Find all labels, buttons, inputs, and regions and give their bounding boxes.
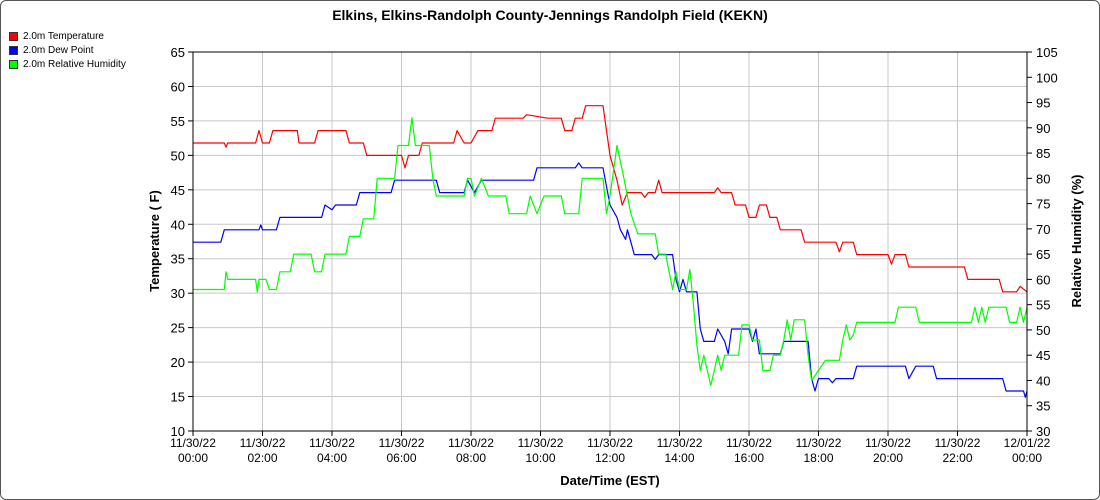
legend-label-relative-humidity: 2.0m Relative Humidity xyxy=(23,58,126,70)
y2-tick-label: 60 xyxy=(1036,272,1050,287)
x-tick-date: 11/30/22 xyxy=(935,436,981,450)
x-tick-date: 11/30/22 xyxy=(726,436,772,450)
y2-tick-label: 35 xyxy=(1036,399,1050,414)
x-tick-time: 04:00 xyxy=(317,451,347,465)
y2-axis-label: Relative Humidity (%) xyxy=(1069,175,1084,308)
y-tick-label: 15 xyxy=(171,390,185,405)
legend-swatch-relative-humidity xyxy=(9,59,18,69)
x-tick-time: 18:00 xyxy=(803,451,833,465)
y-tick-label: 10 xyxy=(171,424,185,439)
y2-tick-label: 75 xyxy=(1036,197,1050,212)
y2-tick-label: 90 xyxy=(1036,121,1050,136)
x-tick-time: 12:00 xyxy=(595,451,625,465)
x-tick-time: 16:00 xyxy=(734,451,764,465)
legend-label-dew-point: 2.0m Dew Point xyxy=(23,44,94,56)
x-tick-date: 11/30/22 xyxy=(170,436,216,450)
y-tick-label: 45 xyxy=(171,183,185,198)
series-group xyxy=(193,105,1028,398)
x-tick-date: 11/30/22 xyxy=(309,436,355,450)
legend-item-temperature: 2.0m Temperature xyxy=(9,29,126,43)
y2-tick-label: 65 xyxy=(1036,247,1050,262)
legend-item-relative-humidity: 2.0m Relative Humidity xyxy=(9,57,126,71)
series-line-2-0m-relative-humidity xyxy=(193,117,1028,387)
y2-tick-label: 95 xyxy=(1036,96,1050,111)
x-tick-time: 00:00 xyxy=(178,451,208,465)
y2-tick-label: 45 xyxy=(1036,348,1050,363)
y-tick-label: 50 xyxy=(171,148,185,163)
x-tick-time: 22:00 xyxy=(942,451,972,465)
y2-tick-label: 40 xyxy=(1036,373,1050,388)
x-axis-label: Date/Time (EST) xyxy=(560,473,659,488)
legend: 2.0m Temperature 2.0m Dew Point 2.0m Rel… xyxy=(9,29,126,71)
x-tick-date: 11/30/22 xyxy=(240,436,286,450)
x-tick-date: 11/30/22 xyxy=(796,436,842,450)
legend-label-temperature: 2.0m Temperature xyxy=(23,30,104,42)
y2-tick-label: 70 xyxy=(1036,222,1050,237)
y2-tick-label: 80 xyxy=(1036,171,1050,186)
y-tick-label: 20 xyxy=(171,355,185,370)
x-tick-time: 20:00 xyxy=(873,451,903,465)
x-tick-date: 12/01/22 xyxy=(1004,436,1051,450)
x-tick-date: 11/30/22 xyxy=(379,436,425,450)
y-tick-label: 30 xyxy=(171,286,185,301)
y2-tick-label: 55 xyxy=(1036,298,1050,313)
ticks: 10 15 20 25 30 35 40 45 50 55 60 65 30 35 40 45 50 55 60 65… xyxy=(170,45,1058,465)
x-tick-time: 06:00 xyxy=(386,451,416,465)
x-tick-time: 00:00 xyxy=(1012,451,1042,465)
y-tick-label: 35 xyxy=(171,252,185,267)
x-tick-date: 11/30/22 xyxy=(657,436,703,450)
y2-tick-label: 85 xyxy=(1036,146,1050,161)
x-tick-date: 11/30/22 xyxy=(448,436,494,450)
y2-tick-label: 30 xyxy=(1036,424,1050,439)
x-tick-date: 11/30/22 xyxy=(865,436,911,450)
y2-tick-label: 100 xyxy=(1036,70,1058,85)
y-tick-label: 65 xyxy=(171,45,185,60)
y-tick-label: 40 xyxy=(171,217,185,232)
y-tick-label: 60 xyxy=(171,79,185,94)
y2-tick-label: 50 xyxy=(1036,323,1050,338)
x-tick-time: 08:00 xyxy=(456,451,486,465)
y-axis-label: Temperature ( F) xyxy=(147,190,162,292)
grid xyxy=(192,51,1028,432)
x-tick-time: 14:00 xyxy=(664,451,694,465)
series-line-2-0m-dew-point xyxy=(193,162,1028,398)
legend-item-dew-point: 2.0m Dew Point xyxy=(9,43,126,57)
x-tick-time: 02:00 xyxy=(247,451,277,465)
x-tick-date: 11/30/22 xyxy=(587,436,633,450)
x-tick-date: 11/30/22 xyxy=(518,436,564,450)
y-tick-label: 55 xyxy=(171,114,185,129)
y2-tick-label: 105 xyxy=(1036,45,1058,60)
legend-swatch-dew-point xyxy=(9,45,18,55)
y-tick-label: 25 xyxy=(171,321,185,336)
legend-swatch-temperature xyxy=(9,31,18,41)
chart-title: Elkins, Elkins-Randolph County-Jennings … xyxy=(332,7,768,23)
x-tick-time: 10:00 xyxy=(525,451,555,465)
